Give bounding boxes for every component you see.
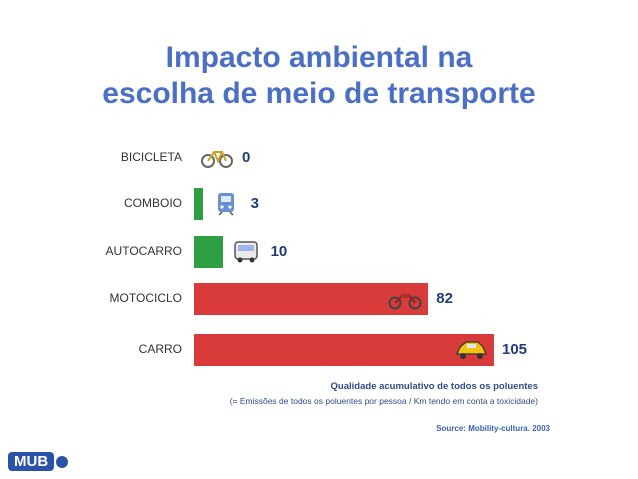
value-label: 0 (242, 149, 251, 166)
chart-subtitle: (= Emissões de todos os poluentes por pe… (229, 396, 538, 406)
bar-carro (194, 334, 494, 366)
logo-dot-icon (56, 455, 69, 468)
x-axis-label: Qualidade acumulativo de todos os poluen… (330, 381, 538, 392)
slide-title: Impacto ambiental na escolha de meio de … (0, 40, 638, 112)
value-label: 82 (436, 290, 453, 307)
bar-comboio (194, 188, 203, 220)
motorcycle-icon (388, 287, 422, 311)
value-label: 10 (270, 243, 288, 260)
value-label: 3 (250, 195, 259, 212)
bar-motociclo (194, 283, 429, 315)
category-label: AUTOCARRO (105, 244, 182, 258)
title-line-2: escolha de meio de transporte (102, 77, 536, 110)
value-label: 105 (502, 341, 528, 358)
category-label: CARRO (138, 342, 182, 356)
train-icon (209, 192, 243, 216)
logo-text: MUB (8, 452, 55, 471)
source-note: Source: Mobility-cultura. 2003 (436, 424, 550, 433)
category-label: COMBOIO (123, 196, 182, 210)
bicycle-icon (200, 146, 234, 170)
bar-autocarro (194, 236, 223, 268)
bus-icon (229, 240, 263, 264)
mubi-logo: MUB (8, 452, 69, 474)
category-label: MOTOCICLO (109, 291, 182, 305)
car-icon (454, 338, 488, 362)
category-label: BICICLETA (120, 150, 182, 164)
title-line-1: Impacto ambiental na (165, 41, 473, 74)
